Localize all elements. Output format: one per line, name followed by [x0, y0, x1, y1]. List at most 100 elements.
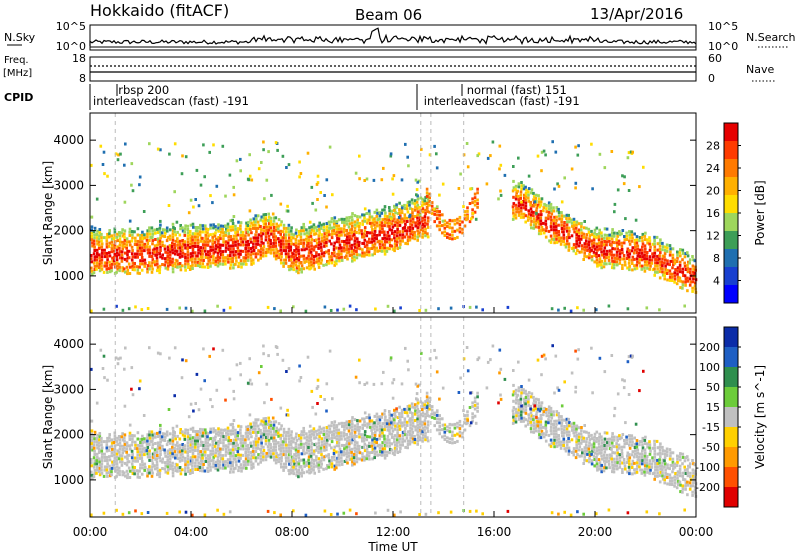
power-cell — [683, 264, 687, 268]
power-cell — [191, 251, 195, 255]
velocity-cell — [103, 459, 107, 463]
velocity-cell — [574, 430, 578, 434]
power-cell — [124, 251, 127, 255]
power-cell — [373, 217, 376, 221]
power-cell — [616, 263, 619, 267]
power-cell — [623, 257, 626, 261]
velocity-cell — [375, 441, 378, 445]
velocity-cell — [618, 465, 622, 469]
power-cell — [261, 254, 265, 258]
velocity-cell — [262, 426, 266, 430]
velocity-cell — [260, 438, 263, 442]
velocity-cell — [304, 441, 308, 445]
power-cell — [405, 232, 409, 236]
power-ylabel: Slant Range [km] — [41, 161, 55, 265]
velocity-cell — [641, 443, 644, 447]
power-cell — [378, 227, 382, 230]
cpid-entry: interleavedscan (fast) -191 — [424, 94, 580, 108]
velocity-cell — [272, 439, 275, 443]
velocity-cell — [542, 435, 546, 439]
power-cell — [95, 258, 99, 262]
power-cell — [663, 277, 666, 281]
velocity-cell — [237, 424, 240, 428]
power-cell — [179, 268, 183, 272]
velocity-cell — [197, 468, 200, 471]
power-cell — [188, 233, 192, 237]
velocity-cell — [537, 417, 540, 421]
velocity-cell — [380, 434, 384, 438]
power-cell — [340, 255, 343, 259]
power-cell — [231, 218, 234, 222]
power-cell — [98, 269, 102, 273]
velocity-cell — [252, 456, 255, 460]
power-cell — [656, 267, 659, 271]
power-cell — [110, 237, 114, 241]
power-cell — [441, 224, 444, 228]
velocity-cell — [386, 419, 389, 423]
power-cell — [358, 253, 361, 257]
velocity-cell — [327, 437, 331, 441]
velocity-cell — [593, 432, 597, 436]
power-cell — [281, 230, 285, 234]
power-cell — [140, 233, 144, 237]
power-cell — [201, 236, 204, 240]
velocity-cell — [622, 445, 626, 449]
velocity-cell — [603, 444, 606, 447]
velocity-cell — [645, 464, 649, 468]
velocity-cell — [123, 446, 126, 450]
velocity-cell — [96, 456, 99, 459]
power-cell — [186, 256, 190, 260]
power-cell — [90, 231, 94, 235]
velocity-cell — [380, 453, 384, 457]
velocity-cell — [161, 444, 164, 448]
velocity-cell — [90, 461, 93, 465]
power-cell — [319, 226, 323, 230]
power-cell — [355, 256, 359, 260]
velocity-cell — [160, 435, 164, 439]
power-cell — [308, 226, 311, 230]
power-cell — [363, 254, 366, 258]
power-cell — [131, 264, 134, 268]
velocity-cell — [120, 463, 124, 467]
velocity-cell — [572, 453, 576, 457]
power-cell — [332, 248, 336, 251]
power-cell — [126, 272, 129, 276]
power-cell — [260, 237, 263, 241]
power-cell — [560, 217, 564, 221]
velocity-cell — [370, 428, 373, 432]
power-cell — [654, 270, 657, 274]
power-cell — [404, 229, 407, 233]
power-cell — [517, 185, 521, 189]
power-cell — [351, 259, 354, 263]
power-cell — [608, 239, 611, 243]
velocity-cell — [549, 406, 553, 410]
velocity-cell — [540, 401, 544, 405]
power-cell — [399, 217, 402, 221]
power-cell — [611, 266, 614, 270]
power-cell — [249, 247, 253, 250]
power-cell — [118, 243, 122, 247]
power-cell — [399, 306, 402, 310]
velocity-cell — [183, 431, 187, 435]
velocity-cell — [183, 434, 186, 438]
velocity-cell — [583, 458, 586, 462]
power-cell — [106, 232, 109, 236]
power-cell — [279, 309, 282, 313]
velocity-cell — [302, 471, 306, 475]
velocity-cell — [587, 431, 591, 435]
velocity-cell — [218, 460, 222, 464]
power-cell — [230, 238, 233, 242]
velocity-cell — [368, 457, 371, 461]
velocity-cell — [625, 438, 629, 442]
velocity-cell — [393, 421, 396, 425]
velocity-cell — [335, 431, 338, 435]
power-cell — [353, 226, 357, 230]
velocity-cell — [623, 442, 627, 446]
power-cell — [555, 228, 558, 232]
velocity-cell — [375, 437, 379, 441]
velocity-cell — [272, 436, 276, 440]
power-cell — [244, 259, 247, 263]
power-cell — [319, 242, 323, 246]
power-cell — [415, 193, 418, 197]
power-cell — [279, 258, 283, 262]
